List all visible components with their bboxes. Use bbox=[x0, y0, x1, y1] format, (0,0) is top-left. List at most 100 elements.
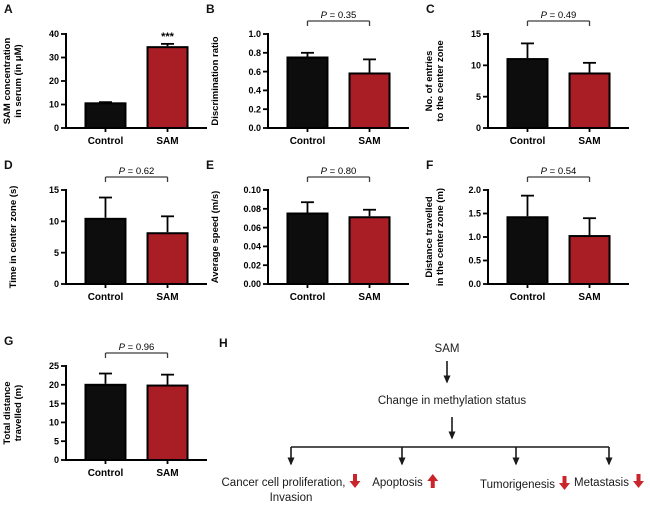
y-tick-label: 20 bbox=[49, 380, 59, 390]
y-axis-label: SAM concentration bbox=[2, 38, 13, 125]
category-label: Control bbox=[88, 468, 124, 479]
bar-chart-svg: 0.0 0.5 1.0 1.5 2.0 Control SAM Distance travel… bbox=[424, 166, 629, 303]
category-label: Control bbox=[510, 292, 546, 303]
diagram-node-methylation: Change in methylation status bbox=[378, 394, 526, 409]
p-value-label: P = 0.35 bbox=[321, 10, 357, 21]
category-label: Control bbox=[290, 136, 326, 147]
y-tick-label: 1.0 bbox=[468, 232, 481, 242]
outcome-apoptosis-text: Apoptosis bbox=[372, 477, 423, 489]
category-label: Control bbox=[510, 136, 546, 147]
panel-a: A 0 10 20 30 40 Control SAM SAM concentration in… bbox=[2, 2, 217, 158]
y-tick-label: 0.08 bbox=[243, 204, 261, 214]
panel-h-label: H bbox=[219, 336, 228, 350]
y-tick-label: 0.0 bbox=[468, 279, 481, 289]
diagram-outcome-proliferation: Cancer cell proliferation, Invasion bbox=[221, 474, 361, 506]
y-tick-label: 0 bbox=[54, 455, 59, 465]
panel-a-label: A bbox=[4, 2, 13, 16]
y-tick-label: 1.5 bbox=[468, 209, 481, 219]
panel-h: H SAM Change in methylation status Cance… bbox=[215, 334, 650, 514]
bar-control bbox=[506, 216, 549, 285]
y-tick-label: 15 bbox=[49, 185, 59, 195]
decrease-arrow-icon bbox=[632, 474, 644, 488]
decrease-arrow-icon bbox=[559, 476, 570, 490]
y-axis-label: Average speed (m/s) bbox=[210, 191, 221, 284]
decrease-arrow-icon bbox=[349, 474, 361, 488]
y-tick-label: 10 bbox=[49, 217, 59, 227]
p-value-label: P = 0.54 bbox=[541, 166, 577, 177]
bar-chart-svg: 0 5 10 15 Control SAM No. of entries to the cen… bbox=[424, 10, 629, 147]
y-tick-label: 0 bbox=[54, 279, 59, 289]
panel-f-label: F bbox=[426, 158, 434, 172]
bar-control bbox=[84, 383, 127, 461]
y-tick-label: 10 bbox=[49, 418, 59, 428]
y-tick-label: 0 bbox=[476, 123, 481, 133]
bar-chart-svg: 0 5 10 15 Control SAM Time in center zone (s) P… bbox=[8, 166, 207, 303]
y-tick-label: 15 bbox=[471, 29, 481, 39]
bar-chart-svg: 0.00 0.02 0.04 0.06 0.08 0.10 Control SAM Averag… bbox=[210, 166, 409, 303]
panel-e-chart: 0.00 0.02 0.04 0.06 0.08 0.10 Control SAM Averag… bbox=[204, 164, 419, 319]
outcome-line-1: Cancer cell proliferation, bbox=[221, 474, 361, 491]
bar-control bbox=[506, 58, 549, 129]
y-tick-label: 30 bbox=[49, 53, 59, 63]
significance-stars: *** bbox=[161, 31, 175, 43]
bar-control bbox=[286, 212, 329, 285]
outcome-invasion-text: Invasion bbox=[269, 492, 313, 504]
panel-g-chart: 0 5 10 15 20 25 Control SAM Total distance travel… bbox=[2, 340, 217, 495]
bar-sam bbox=[348, 216, 391, 285]
y-tick-label: 0.02 bbox=[243, 260, 261, 270]
bar-control bbox=[286, 56, 329, 129]
diagram-outcome-tumorigenesis: Tumorigenesis bbox=[480, 476, 570, 493]
increase-arrow-icon bbox=[426, 474, 438, 488]
y-tick-label: 40 bbox=[49, 29, 59, 39]
y-tick-label: 0.4 bbox=[248, 86, 261, 96]
panel-b-chart: 0.0 0.2 0.4 0.6 0.8 1.0 Control SAM Discriminati… bbox=[204, 8, 419, 163]
y-tick-label: 25 bbox=[49, 361, 59, 371]
panel-d-label: D bbox=[4, 158, 13, 172]
category-label: SAM bbox=[156, 292, 178, 303]
bar-control bbox=[84, 102, 127, 129]
outcome-metastasis-text: Metastasis bbox=[574, 477, 629, 489]
category-label: Control bbox=[88, 292, 124, 303]
y-tick-label: 0.5 bbox=[468, 256, 481, 266]
category-label: SAM bbox=[156, 136, 178, 147]
y-tick-label: 0.2 bbox=[248, 104, 261, 114]
category-label: SAM bbox=[578, 292, 600, 303]
panel-e-label: E bbox=[206, 158, 215, 172]
panel-b: B 0.0 0.2 0.4 0.6 0.8 1.0 Control SAM Discrimina… bbox=[204, 2, 419, 158]
p-value-label: P = 0.96 bbox=[119, 342, 155, 353]
diagram-outcome-apoptosis: Apoptosis bbox=[372, 474, 438, 491]
panel-a-chart: 0 10 20 30 40 Control SAM SAM concentration in s… bbox=[2, 8, 217, 163]
panel-f: F 0.0 0.5 1.0 1.5 2.0 Control SAM Distance trav… bbox=[424, 158, 639, 314]
y-axis-label: to the center zone bbox=[435, 40, 446, 121]
y-axis-label: Distance travelled bbox=[424, 196, 435, 278]
y-axis-label: No. of entries bbox=[424, 51, 435, 112]
panel-d: D 0 5 10 15 Control SAM Time in center zone (s… bbox=[2, 158, 217, 314]
y-tick-label: 0.10 bbox=[243, 185, 261, 195]
panel-b-label: B bbox=[206, 2, 215, 16]
panel-c: C 0 5 10 15 Control SAM No. of entries to the c… bbox=[424, 2, 639, 158]
bar-sam bbox=[146, 384, 189, 461]
category-label: Control bbox=[290, 292, 326, 303]
y-tick-label: 10 bbox=[49, 100, 59, 110]
y-axis-label: Time in center zone (s) bbox=[8, 186, 19, 289]
p-value-label: P = 0.49 bbox=[541, 10, 577, 21]
outcome-tumorigenesis-text: Tumorigenesis bbox=[480, 479, 555, 491]
bar-chart-svg: 0.0 0.2 0.4 0.6 0.8 1.0 Control SAM Discriminati… bbox=[210, 10, 409, 147]
y-tick-label: 0.00 bbox=[243, 279, 261, 289]
p-value-label: P = 0.80 bbox=[321, 166, 357, 177]
panel-g: G 0 5 10 15 20 25 Control SAM Total distance trav… bbox=[2, 334, 217, 490]
y-tick-label: 1.0 bbox=[248, 29, 261, 39]
category-label: Control bbox=[88, 136, 124, 147]
bar-sam bbox=[146, 46, 189, 129]
bar-sam bbox=[568, 72, 611, 130]
diagram-outcome-metastasis: Metastasis bbox=[574, 474, 644, 491]
y-axis-label: Total distance bbox=[2, 381, 13, 444]
y-tick-label: 20 bbox=[49, 76, 59, 86]
y-tick-label: 5 bbox=[54, 248, 59, 258]
y-tick-label: 0.0 bbox=[248, 123, 261, 133]
y-tick-label: 15 bbox=[49, 399, 59, 409]
bar-sam bbox=[146, 232, 189, 285]
panel-c-chart: 0 5 10 15 Control SAM No. of entries to the cen… bbox=[424, 8, 639, 163]
y-tick-label: 2.0 bbox=[468, 185, 481, 195]
y-tick-label: 5 bbox=[54, 436, 59, 446]
